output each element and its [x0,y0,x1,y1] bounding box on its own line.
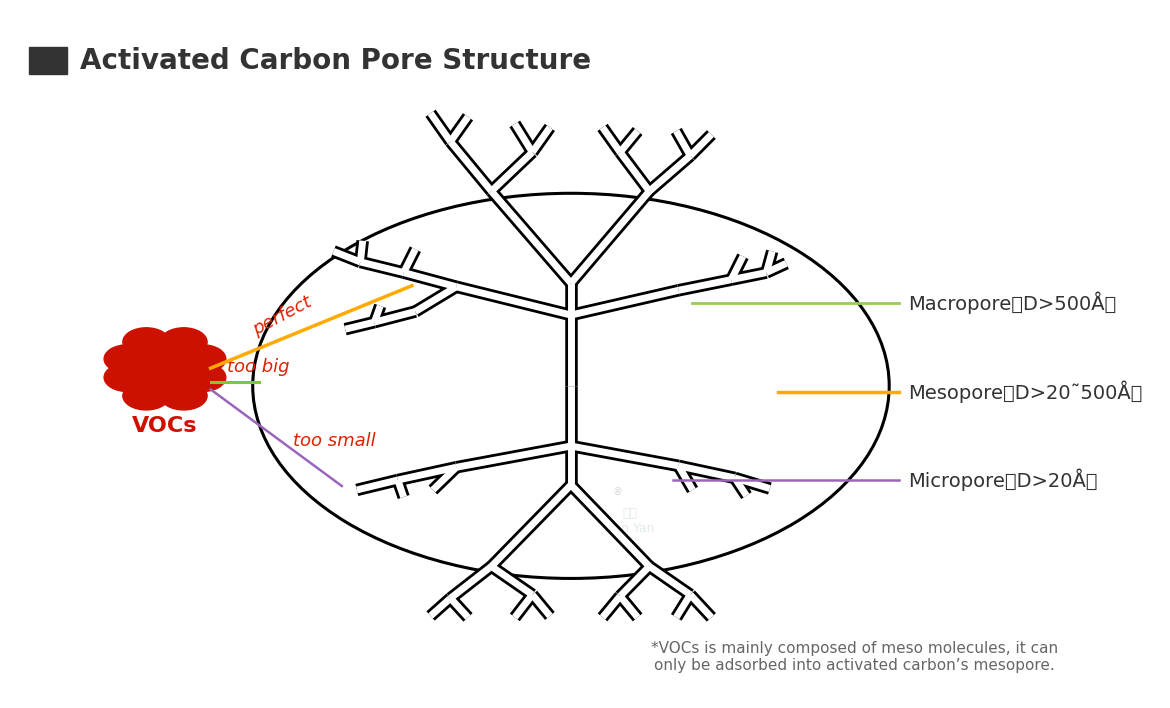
Text: too big: too big [227,358,289,376]
Circle shape [123,328,170,356]
Text: Activated Carbon Pore Structure: Activated Carbon Pore Structure [80,47,591,75]
Circle shape [179,345,226,373]
Circle shape [160,382,207,410]
Text: too small: too small [294,433,376,450]
Circle shape [123,382,170,410]
Circle shape [142,363,188,392]
Circle shape [160,328,207,356]
Text: VOCs: VOCs [132,416,198,435]
FancyBboxPatch shape [29,47,67,74]
Text: 韩研
Han Yan: 韩研 Han Yan [604,507,655,535]
Text: ®: ® [613,487,622,497]
Text: Mesopore（D>20˜500Å）: Mesopore（D>20˜500Å） [908,380,1142,403]
Text: Macropore（D>500Å）: Macropore（D>500Å） [908,292,1116,314]
Text: perfect: perfect [249,293,315,339]
Circle shape [179,363,226,392]
Circle shape [142,345,188,373]
Circle shape [104,345,151,373]
Circle shape [104,363,151,392]
Text: *VOCs is mainly composed of meso molecules, it can
only be adsorbed into activat: *VOCs is mainly composed of meso molecul… [651,641,1058,673]
Text: Micropore（D>20Å）: Micropore（D>20Å） [908,469,1097,491]
